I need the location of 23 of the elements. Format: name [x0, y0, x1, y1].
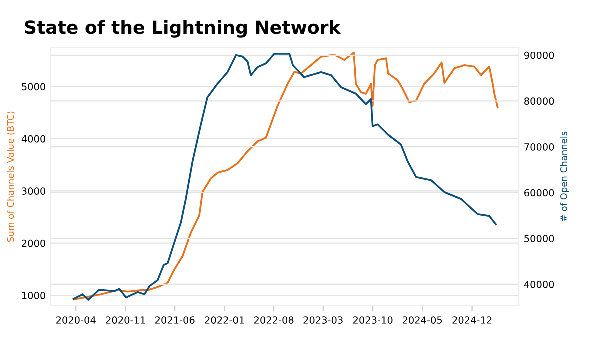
y2-axis-title: # of Open Channels — [560, 132, 570, 222]
y2-tick-label: 90000 — [524, 52, 554, 60]
x-tick-label: 2023-10 — [353, 316, 393, 324]
x-tick-label: 2020-11 — [106, 316, 146, 324]
y2-tick-label: 40000 — [524, 280, 554, 288]
y-tick-label: 1000 — [22, 292, 46, 300]
y-tick-label: 4000 — [22, 135, 46, 143]
y-axis-title: Sum of Channels Value (BTC) — [7, 112, 16, 242]
chart-title: State of the Lightning Network — [25, 20, 342, 38]
y-tick-label: 2000 — [22, 240, 46, 248]
x-tick-label: 2020-04 — [56, 316, 96, 324]
y-tick-label: 3000 — [22, 188, 46, 195]
x-tick-label: 2022-08 — [254, 316, 294, 324]
x-tick-label: 2022-01 — [205, 316, 244, 324]
x-tick-label: 2024-12 — [452, 316, 492, 324]
y-tick-label: 5000 — [22, 83, 46, 91]
x-tick-label: 2024-05 — [402, 316, 442, 324]
y2-tick-label: 80000 — [524, 98, 554, 106]
y2-tick-label: 70000 — [524, 144, 554, 151]
y2-tick-label: 50000 — [524, 235, 554, 242]
x-tick-label: 2023-03 — [304, 316, 343, 324]
y2-tick-label: 60000 — [524, 189, 554, 197]
x-tick-label: 2021-06 — [155, 316, 195, 324]
